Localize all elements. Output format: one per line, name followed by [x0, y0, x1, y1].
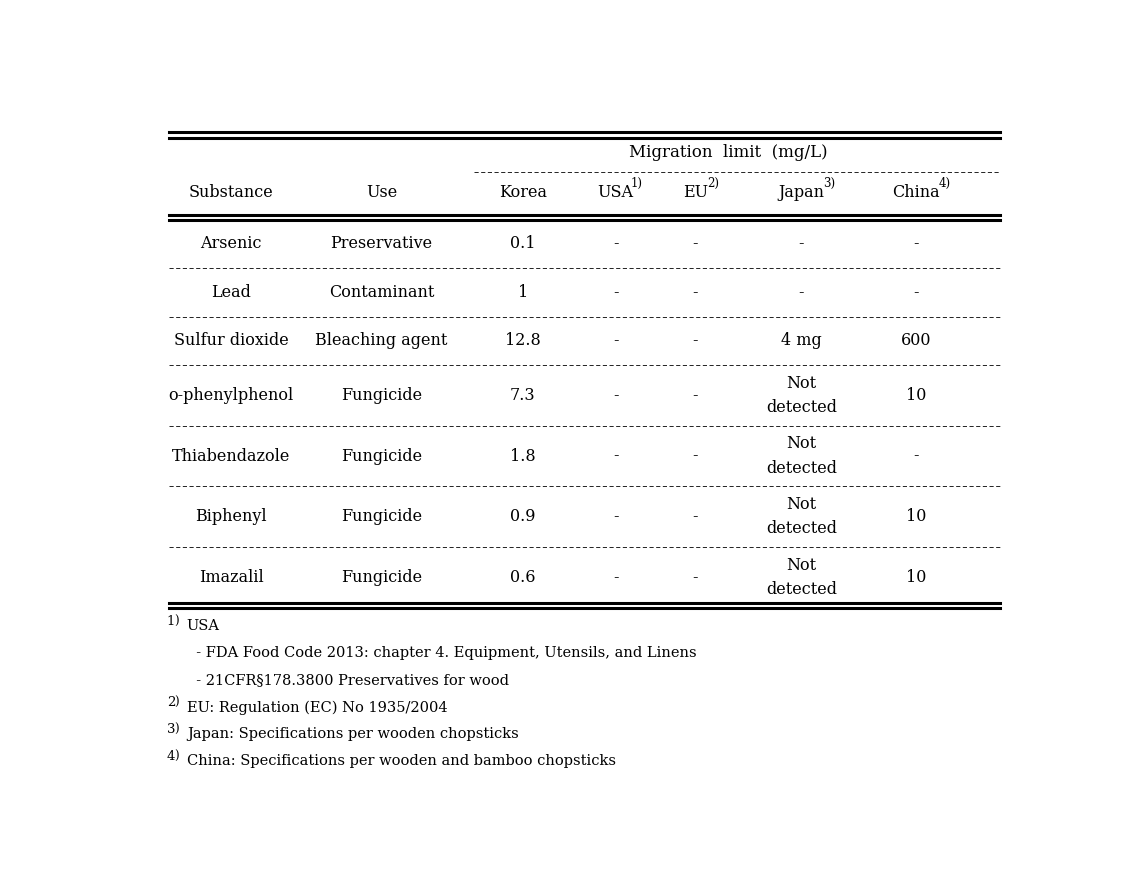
- Text: 0.9: 0.9: [510, 508, 535, 525]
- Text: Lead: Lead: [211, 284, 251, 301]
- Text: Substance: Substance: [188, 184, 274, 201]
- Text: -: -: [799, 235, 804, 252]
- Text: -: -: [693, 235, 698, 252]
- Text: -: -: [693, 569, 698, 585]
- Text: Use: Use: [366, 184, 397, 201]
- Text: 1): 1): [631, 178, 642, 191]
- Text: Biphenyl: Biphenyl: [195, 508, 267, 525]
- Text: -: -: [613, 447, 618, 465]
- Text: China: Specifications per wooden and bamboo chopsticks: China: Specifications per wooden and bam…: [187, 754, 616, 768]
- Text: 10: 10: [906, 569, 926, 585]
- Text: ): ): [175, 696, 179, 709]
- Text: USA: USA: [187, 620, 220, 634]
- Text: 7.3: 7.3: [510, 387, 535, 404]
- Text: - FDA Food Code 2013: chapter 4. Equipment, Utensils, and Linens: - FDA Food Code 2013: chapter 4. Equipme…: [187, 647, 696, 661]
- Text: Fungicide: Fungicide: [341, 447, 422, 465]
- Text: 600: 600: [901, 332, 931, 349]
- Text: Not: Not: [786, 436, 817, 452]
- Text: -: -: [693, 332, 698, 349]
- Text: -: -: [693, 508, 698, 525]
- Text: EU: EU: [682, 184, 707, 201]
- Text: -: -: [613, 508, 618, 525]
- Text: Korea: Korea: [499, 184, 547, 201]
- Text: Not: Not: [786, 496, 817, 513]
- Text: -: -: [693, 447, 698, 465]
- Text: detected: detected: [766, 399, 836, 416]
- Text: -: -: [914, 235, 920, 252]
- Text: 3: 3: [167, 723, 176, 736]
- Text: -: -: [613, 569, 618, 585]
- Text: 1: 1: [167, 615, 175, 628]
- Text: ): ): [175, 723, 179, 736]
- Text: Fungicide: Fungicide: [341, 569, 422, 585]
- Text: Fungicide: Fungicide: [341, 508, 422, 525]
- Text: 4): 4): [939, 178, 950, 191]
- Text: 2): 2): [706, 178, 719, 191]
- Text: USA: USA: [598, 184, 633, 201]
- Text: 4: 4: [167, 750, 175, 763]
- Text: 1: 1: [518, 284, 528, 301]
- Text: -: -: [914, 284, 920, 301]
- Text: -: -: [693, 284, 698, 301]
- Text: Bleaching agent: Bleaching agent: [315, 332, 447, 349]
- Text: 0.6: 0.6: [510, 569, 535, 585]
- Text: 10: 10: [906, 508, 926, 525]
- Text: Not: Not: [786, 556, 817, 574]
- Text: Thiabendazole: Thiabendazole: [172, 447, 290, 465]
- Text: Japan: Specifications per wooden chopsticks: Japan: Specifications per wooden chopsti…: [187, 727, 519, 741]
- Text: Migration  limit  (mg/L): Migration limit (mg/L): [629, 144, 827, 161]
- Text: -: -: [693, 387, 698, 404]
- Text: -: -: [914, 447, 920, 465]
- Text: Contaminant: Contaminant: [329, 284, 434, 301]
- Text: -: -: [613, 284, 618, 301]
- Text: Imazalil: Imazalil: [199, 569, 264, 585]
- Text: 2: 2: [167, 696, 175, 709]
- Text: -: -: [613, 332, 618, 349]
- Text: ): ): [175, 615, 179, 628]
- Text: 10: 10: [906, 387, 926, 404]
- Text: Arsenic: Arsenic: [201, 235, 261, 252]
- Text: 3): 3): [824, 178, 835, 191]
- Text: o-phenylphenol: o-phenylphenol: [169, 387, 293, 404]
- Text: Fungicide: Fungicide: [341, 387, 422, 404]
- Text: detected: detected: [766, 521, 836, 537]
- Text: 0.1: 0.1: [510, 235, 535, 252]
- Text: -: -: [613, 387, 618, 404]
- Text: - 21CFR§178.3800 Preservatives for wood: - 21CFR§178.3800 Preservatives for wood: [187, 674, 509, 688]
- Text: ): ): [175, 750, 179, 763]
- Text: Not: Not: [786, 374, 817, 392]
- Text: Sulfur dioxide: Sulfur dioxide: [173, 332, 289, 349]
- Text: detected: detected: [766, 581, 836, 598]
- Text: -: -: [799, 284, 804, 301]
- Text: detected: detected: [766, 459, 836, 477]
- Text: Japan: Japan: [778, 184, 825, 201]
- Text: 1.8: 1.8: [510, 447, 535, 465]
- Text: 12.8: 12.8: [505, 332, 541, 349]
- Text: -: -: [613, 235, 618, 252]
- Text: China: China: [892, 184, 940, 201]
- Text: 4 mg: 4 mg: [782, 332, 822, 349]
- Text: Preservative: Preservative: [330, 235, 432, 252]
- Text: EU: Regulation (EC) No 1935/2004: EU: Regulation (EC) No 1935/2004: [187, 700, 447, 715]
